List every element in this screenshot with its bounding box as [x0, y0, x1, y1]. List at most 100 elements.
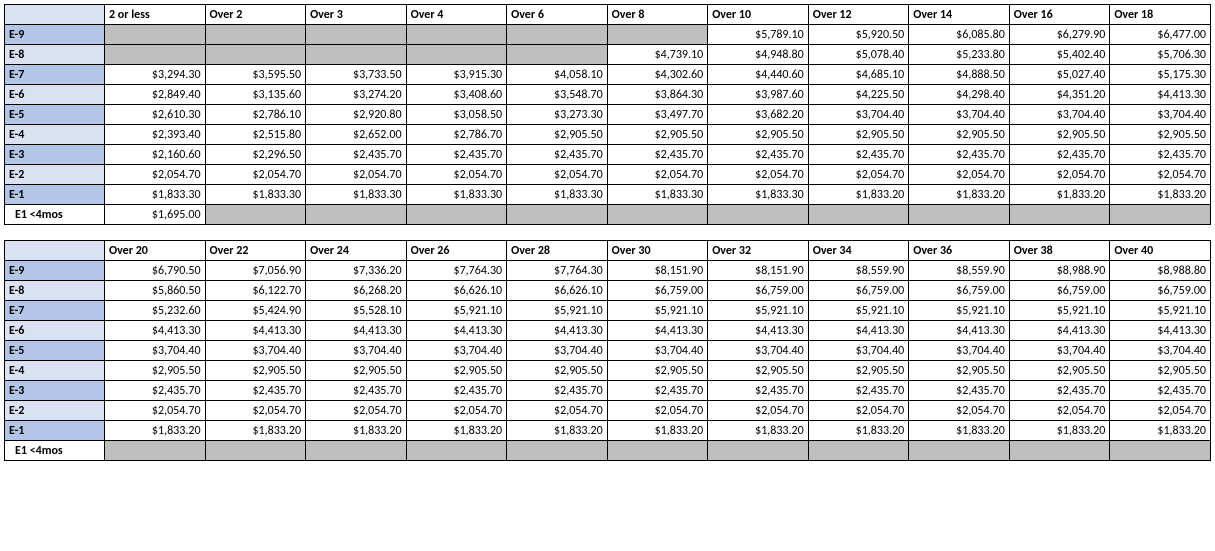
- value-cell: $6,122.70: [205, 281, 306, 301]
- row-header: E-9: [5, 261, 105, 281]
- value-cell: $3,273.30: [507, 105, 608, 125]
- value-cell: $3,704.40: [909, 105, 1010, 125]
- value-cell: $2,435.70: [1110, 381, 1211, 401]
- value-cell: $2,905.50: [406, 361, 507, 381]
- value-cell: $1,833.30: [708, 185, 809, 205]
- value-cell: $2,435.70: [708, 381, 809, 401]
- value-cell: [306, 25, 407, 45]
- value-cell: $4,225.50: [808, 85, 909, 105]
- value-cell: $7,056.90: [205, 261, 306, 281]
- value-cell: $2,786.10: [205, 105, 306, 125]
- table-row: E1 <4mos$1,695.00: [5, 205, 1211, 225]
- value-cell: $4,413.30: [808, 321, 909, 341]
- row-header: E-2: [5, 165, 105, 185]
- value-cell: $5,027.40: [1009, 65, 1110, 85]
- table-row: E-6$2,849.40$3,135.60$3,274.20$3,408.60$…: [5, 85, 1211, 105]
- value-cell: $3,548.70: [507, 85, 608, 105]
- column-header: Over 34: [808, 241, 909, 261]
- table-row: E-5$3,704.40$3,704.40$3,704.40$3,704.40$…: [5, 341, 1211, 361]
- value-cell: $2,652.00: [306, 125, 407, 145]
- column-header: Over 10: [708, 5, 809, 25]
- value-cell: $6,477.00: [1110, 25, 1211, 45]
- column-header: Over 20: [105, 241, 206, 261]
- column-header-row: 2 or lessOver 2Over 3Over 4Over 6Over 8O…: [5, 5, 1211, 25]
- value-cell: $2,435.70: [808, 145, 909, 165]
- value-cell: [507, 25, 608, 45]
- value-cell: $2,905.50: [1110, 361, 1211, 381]
- row-header: E1 <4mos: [5, 441, 105, 461]
- value-cell: [205, 441, 306, 461]
- row-header: E-5: [5, 105, 105, 125]
- value-cell: [406, 441, 507, 461]
- value-cell: $2,054.70: [607, 401, 708, 421]
- value-cell: $2,054.70: [1009, 165, 1110, 185]
- value-cell: $3,497.70: [607, 105, 708, 125]
- value-cell: $2,849.40: [105, 85, 206, 105]
- value-cell: $2,435.70: [507, 381, 608, 401]
- value-cell: $2,054.70: [205, 401, 306, 421]
- value-cell: $5,921.10: [406, 301, 507, 321]
- value-cell: $3,987.60: [708, 85, 809, 105]
- table-row: E-4$2,905.50$2,905.50$2,905.50$2,905.50$…: [5, 361, 1211, 381]
- value-cell: $2,435.70: [607, 145, 708, 165]
- value-cell: [406, 45, 507, 65]
- value-cell: $2,905.50: [909, 361, 1010, 381]
- value-cell: $2,435.70: [205, 381, 306, 401]
- value-cell: $6,626.10: [507, 281, 608, 301]
- value-cell: $4,685.10: [808, 65, 909, 85]
- value-cell: $1,833.20: [808, 421, 909, 441]
- value-cell: $5,706.30: [1110, 45, 1211, 65]
- value-cell: $3,704.40: [507, 341, 608, 361]
- value-cell: $2,054.70: [406, 165, 507, 185]
- value-cell: [1009, 205, 1110, 225]
- value-cell: $2,786.70: [406, 125, 507, 145]
- value-cell: $3,704.40: [1009, 105, 1110, 125]
- value-cell: $2,054.70: [406, 401, 507, 421]
- value-cell: $2,435.70: [406, 145, 507, 165]
- value-cell: $2,054.70: [909, 165, 1010, 185]
- value-cell: [306, 45, 407, 65]
- value-cell: $1,833.30: [507, 185, 608, 205]
- value-cell: $4,298.40: [909, 85, 1010, 105]
- column-header: Over 14: [909, 5, 1010, 25]
- table-row: E-1$1,833.20$1,833.20$1,833.20$1,833.20$…: [5, 421, 1211, 441]
- value-cell: $3,704.40: [808, 341, 909, 361]
- value-cell: $1,833.20: [205, 421, 306, 441]
- value-cell: $3,408.60: [406, 85, 507, 105]
- value-cell: [306, 205, 407, 225]
- row-header: E-9: [5, 25, 105, 45]
- value-cell: $4,888.50: [909, 65, 1010, 85]
- column-header: Over 6: [507, 5, 608, 25]
- value-cell: $6,279.90: [1009, 25, 1110, 45]
- row-header: E-8: [5, 281, 105, 301]
- value-cell: $2,905.50: [507, 125, 608, 145]
- value-cell: $2,435.70: [607, 381, 708, 401]
- value-cell: $3,704.40: [808, 105, 909, 125]
- row-header: E-1: [5, 185, 105, 205]
- value-cell: $6,759.00: [808, 281, 909, 301]
- value-cell: $1,833.20: [105, 421, 206, 441]
- value-cell: $8,559.90: [808, 261, 909, 281]
- value-cell: [1009, 441, 1110, 461]
- value-cell: [205, 25, 306, 45]
- table-row: E-1$1,833.30$1,833.30$1,833.30$1,833.30$…: [5, 185, 1211, 205]
- value-cell: [1110, 205, 1211, 225]
- value-cell: $7,336.20: [306, 261, 407, 281]
- value-cell: $6,759.00: [607, 281, 708, 301]
- value-cell: $4,058.10: [507, 65, 608, 85]
- value-cell: $4,413.30: [607, 321, 708, 341]
- value-cell: $2,905.50: [808, 361, 909, 381]
- value-cell: $2,905.50: [1009, 125, 1110, 145]
- value-cell: $2,435.70: [808, 381, 909, 401]
- value-cell: $3,704.40: [909, 341, 1010, 361]
- value-cell: $2,905.50: [205, 361, 306, 381]
- row-header: E-6: [5, 85, 105, 105]
- value-cell: $3,704.40: [306, 341, 407, 361]
- value-cell: $1,833.20: [909, 421, 1010, 441]
- value-cell: $6,759.00: [1110, 281, 1211, 301]
- value-cell: $2,905.50: [708, 125, 809, 145]
- value-cell: $5,232.60: [105, 301, 206, 321]
- table-row: E-8$5,860.50$6,122.70$6,268.20$6,626.10$…: [5, 281, 1211, 301]
- value-cell: $3,135.60: [205, 85, 306, 105]
- value-cell: $2,905.50: [607, 361, 708, 381]
